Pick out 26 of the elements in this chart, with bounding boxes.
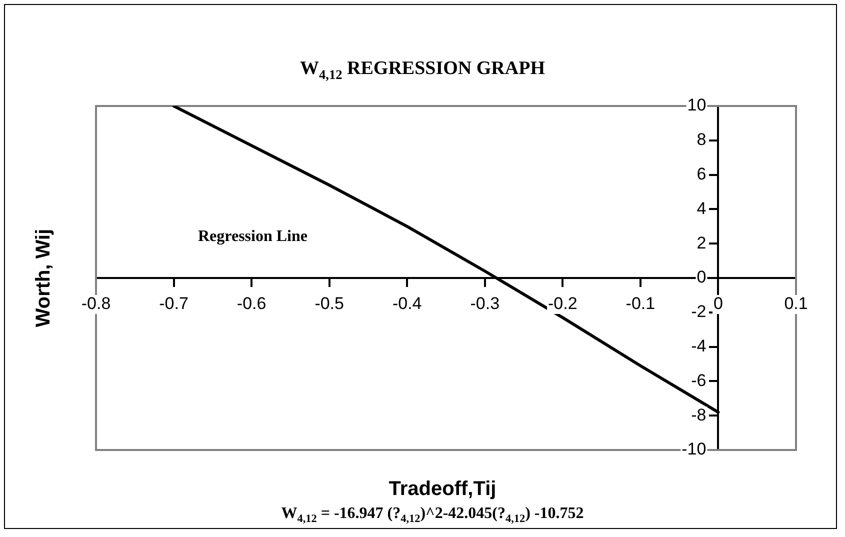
x-tick-label: -0.8 — [81, 294, 111, 314]
x-tick-label: -0.5 — [314, 294, 344, 314]
x-tick-label: -0.6 — [236, 294, 266, 314]
x-tick-label: 0 — [713, 294, 723, 314]
y-tick-label: 2 — [696, 233, 706, 252]
y-tick-label: -2 — [691, 302, 706, 322]
x-tick-label: -0.1 — [626, 294, 656, 314]
x-tick-label: 0.1 — [784, 294, 808, 314]
x-axis-title: Tradeoff,Tij — [388, 478, 498, 501]
y-tick-label: 4 — [696, 198, 706, 218]
y-tick-label: 10 — [687, 96, 706, 115]
x-tick-label: -0.7 — [159, 294, 188, 314]
y-tick-label: -10 — [682, 440, 706, 459]
y-tick-label: 0 — [696, 268, 706, 287]
annotation: Regression Line — [198, 228, 308, 246]
y-axis-title: Worth, Wij — [32, 228, 56, 328]
y-tick-label: -8 — [691, 405, 706, 424]
y-tick-label: 6 — [696, 164, 706, 184]
x-tick-label: -0.4 — [392, 294, 422, 314]
y-tick-label: -6 — [691, 370, 706, 390]
x-tick-label: -0.2 — [548, 294, 578, 314]
y-tick-label: -4 — [691, 336, 706, 356]
y-tick-label: 8 — [696, 130, 706, 150]
text: W$_{4,12}$ = -16.947 (?$_{4,12}$)^2-42.045(?$_{4,12}$) -10.752 — [280, 505, 585, 526]
x-tick-label: -0.3 — [470, 294, 500, 314]
chart-title: W$_{4,12}$ REGRESSION GRAPH — [299, 58, 546, 83]
